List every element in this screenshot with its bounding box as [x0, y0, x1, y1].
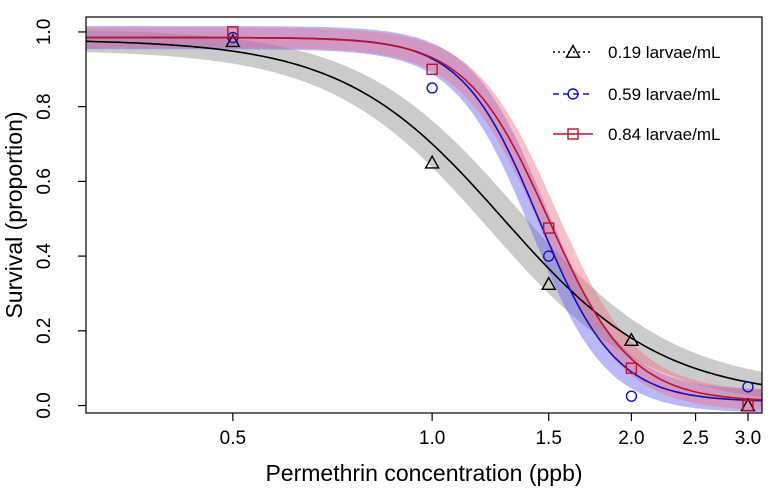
data-point-series-1-3 [541, 276, 557, 291]
confidence-band-series-3 [86, 27, 762, 411]
y-tick-label-4: 0.6 [34, 168, 55, 194]
data-point-series-3-3 [542, 222, 555, 234]
data-point-series-2-2 [426, 82, 438, 94]
x-axis-title: Permethrin concentration (ppb) [265, 460, 582, 486]
legend-label-series-2: 0.59 larvae/mL [608, 85, 720, 104]
x-tick-label-4: 2.0 [618, 428, 644, 449]
data-points [225, 26, 756, 412]
x-axis: 0.5 1.0 1.5 2.0 2.5 3.0 [220, 413, 761, 449]
y-tick-label-3: 0.4 [34, 242, 55, 269]
data-point-series-3-1 [227, 26, 239, 38]
legend-marker-series-2 [567, 88, 579, 100]
data-point-series-2-4 [625, 390, 638, 402]
confidence-band-series-2 [86, 25, 762, 413]
legend-marker-series-3 [567, 128, 579, 140]
confidence-bands [86, 25, 762, 413]
data-point-series-3-2 [426, 63, 438, 76]
fit-curve-series-3 [86, 36, 763, 401]
fit-curve-series-1 [85, 40, 763, 386]
plot-area-frame [85, 16, 763, 414]
y-tick-label-6: 1.0 [34, 19, 55, 45]
data-point-series-2-5 [742, 381, 754, 393]
legend-label-series-3: 0.84 larvae/mL [608, 125, 720, 144]
x-tick-label-1: 0.5 [220, 428, 246, 449]
x-tick-label-5: 2.5 [682, 428, 708, 449]
confidence-band-series-1 [86, 30, 762, 398]
legend: 0.19 larvae/mL 0.59 larvae/mL 0.84 larvae/… [553, 43, 720, 144]
x-tick-label-3: 1.5 [535, 428, 561, 449]
data-point-series-1-2 [424, 154, 440, 169]
fitted-curves [85, 36, 763, 402]
data-point-series-3-5 [742, 399, 754, 412]
x-tick-label-6: 3.0 [735, 428, 761, 449]
y-axis-title: Survival (proportion) [1, 111, 27, 318]
legend-label-series-1: 0.19 larvae/mL [608, 43, 720, 62]
y-tick-label-5: 0.8 [34, 93, 55, 119]
data-point-series-2-3 [542, 250, 555, 262]
x-tick-label-2: 1.0 [419, 428, 445, 449]
legend-marker-series-1 [565, 44, 581, 58]
y-axis: 0.0 0.2 0.4 0.6 0.8 1.0 [34, 19, 86, 419]
data-point-series-3-4 [625, 362, 638, 374]
y-tick-label-1: 0.0 [34, 392, 55, 418]
data-point-series-1-4 [623, 332, 640, 347]
y-tick-label-2: 0.2 [34, 318, 55, 344]
